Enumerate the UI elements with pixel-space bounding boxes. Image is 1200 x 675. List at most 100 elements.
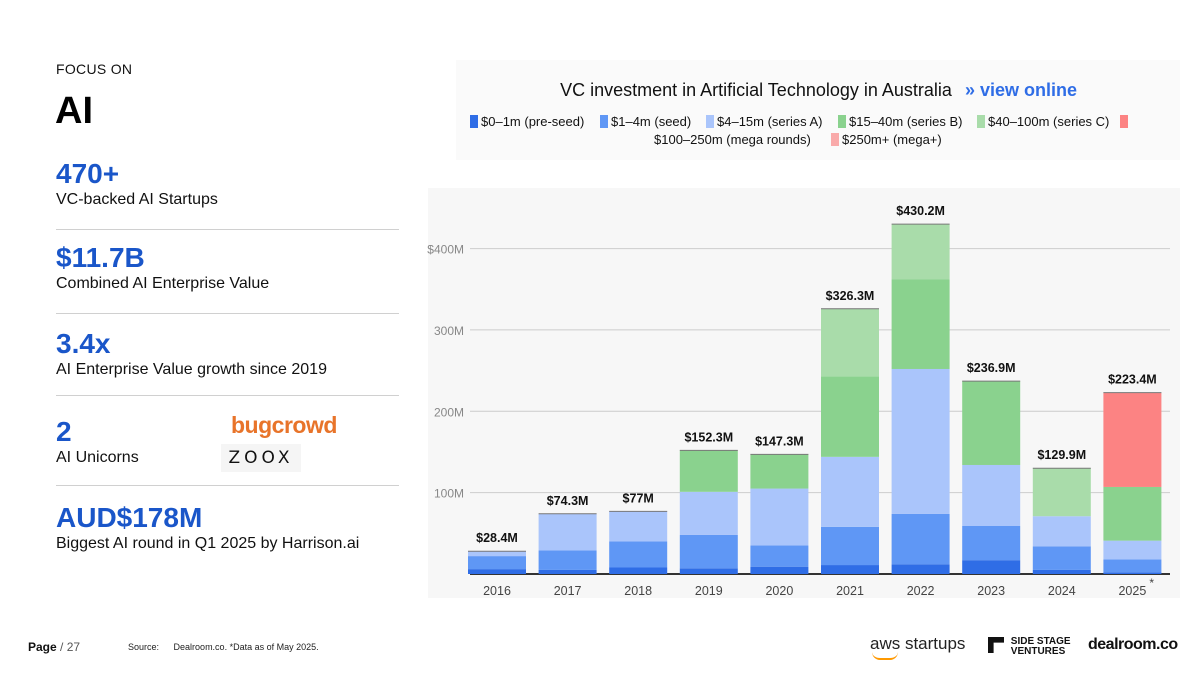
bar-segment-3 bbox=[750, 454, 809, 489]
bar-segment-2 bbox=[750, 488, 809, 546]
x-tick-2025: 2025 bbox=[1118, 584, 1146, 598]
y-tick-label: 200M bbox=[434, 405, 464, 419]
bar-segment-1 bbox=[609, 541, 668, 568]
legend-label-6: $250m+ (mega+) bbox=[842, 132, 942, 147]
total-label-2023: $236.9M bbox=[967, 361, 1016, 375]
legend-swatch-3 bbox=[838, 115, 846, 128]
bar-stack-2018 bbox=[609, 510, 668, 574]
stat-biggest-round: AUD$178M Biggest AI round in Q1 2025 by … bbox=[56, 486, 399, 566]
chart-legend: $0–1m (pre-seed) $1–4m (seed) $4–15m (seri… bbox=[470, 114, 1128, 147]
x-tick-2023: 2023 bbox=[977, 584, 1005, 598]
ssv-mark-icon bbox=[988, 637, 1004, 653]
source-text: Dealroom.co. *Data as of May 2025. bbox=[173, 642, 319, 652]
ssv-words: SIDE STAGE VENTURES bbox=[1011, 637, 1071, 657]
ssv-line-1: SIDE STAGE bbox=[1010, 636, 1071, 647]
bar-segment-1 bbox=[891, 513, 950, 565]
stat-growth: 3.4x AI Enterprise Value growth since 20… bbox=[56, 314, 399, 396]
x-tick-2021: 2021 bbox=[836, 584, 864, 598]
x-tick-2020: 2020 bbox=[765, 584, 793, 598]
chart-title: VC investment in Artificial Technology i… bbox=[560, 80, 953, 100]
legend-swatch-4 bbox=[977, 115, 985, 128]
y-tick-label: 300M bbox=[434, 324, 464, 338]
stat-unicorns: 2 AI Unicorns bugcrowd ZOOX bbox=[56, 396, 399, 486]
bar-stack-2023 bbox=[962, 380, 1021, 574]
focus-on-label: FOCUS ON bbox=[56, 61, 133, 77]
total-label-2018: $77M bbox=[623, 491, 654, 505]
stat-label: VC-backed AI Startups bbox=[56, 191, 218, 208]
legend-swatch-0 bbox=[470, 115, 478, 128]
bar-stack-2021 bbox=[821, 308, 879, 574]
bar-segment-1 bbox=[1032, 546, 1091, 570]
bar-segment-0 bbox=[1103, 572, 1162, 574]
bar-segment-2 bbox=[468, 551, 526, 557]
bar-stack-2017 bbox=[538, 513, 597, 574]
bar-stack-2024 bbox=[1032, 467, 1091, 574]
x-tick-2017: 2017 bbox=[554, 584, 582, 598]
bar-stack-2022 bbox=[891, 223, 950, 574]
bar-segment-2 bbox=[609, 511, 668, 542]
bar-segment-3 bbox=[962, 381, 1021, 465]
bar-segment-0 bbox=[891, 564, 950, 574]
x-tick-2024: 2024 bbox=[1048, 584, 1076, 598]
stat-label: Combined AI Enterprise Value bbox=[56, 275, 270, 292]
bar-segment-3 bbox=[1103, 486, 1162, 541]
x-tick-labels: 2016 2017 2018 2019 2020 2021 2022 2023 2024 2025… bbox=[483, 576, 1154, 598]
bar-segment-5 bbox=[1103, 392, 1162, 487]
stat-value: 3.4x bbox=[56, 328, 111, 359]
zoox-logo: ZOOX bbox=[221, 444, 301, 472]
bar-segment-4 bbox=[891, 224, 950, 280]
stat-enterprise-value: $11.7B Combined AI Enterprise Value bbox=[56, 230, 399, 314]
chart-header-bg bbox=[456, 60, 1180, 160]
total-label-2024: $129.9M bbox=[1037, 448, 1086, 462]
legend-swatch-1 bbox=[600, 115, 608, 128]
stat-label: AI Unicorns bbox=[56, 449, 139, 466]
gridlines: 100M 200M 300M $400M bbox=[427, 243, 1170, 575]
stat-label: Biggest AI round in Q1 2025 by Harrison.… bbox=[56, 535, 360, 552]
bar-segment-4 bbox=[1032, 468, 1091, 517]
bar-segment-2 bbox=[679, 491, 738, 535]
bar-stack-2025 bbox=[1103, 392, 1162, 574]
stat-value: AUD$178M bbox=[56, 502, 203, 533]
x-tick-2018: 2018 bbox=[624, 584, 652, 598]
total-label-2020: $147.3M bbox=[755, 434, 804, 448]
view-online-link[interactable]: » view online bbox=[965, 80, 1077, 100]
bar-stacks bbox=[468, 223, 1162, 574]
legend-label-2: $4–15m (series A) bbox=[717, 114, 823, 129]
vc-investment-chart: VC investment in Artificial Technology i… bbox=[427, 60, 1180, 598]
dealroom-logo: dealroom.co bbox=[1088, 636, 1178, 653]
legend-label-3: $15–40m (series B) bbox=[849, 114, 962, 129]
bar-stack-2020 bbox=[750, 453, 809, 574]
stat-value: $11.7B bbox=[56, 242, 145, 273]
page-number: Page / 27 bbox=[28, 640, 80, 654]
legend-label-5: $100–250m (mega rounds) bbox=[654, 132, 811, 147]
stat-value: 470+ bbox=[56, 158, 120, 189]
total-label-2016: $28.4M bbox=[476, 531, 518, 545]
bar-segment-1 bbox=[962, 525, 1021, 561]
total-label-2019: $152.3M bbox=[684, 430, 733, 444]
bar-segment-0 bbox=[679, 568, 738, 574]
aws-startups-text: aws startups bbox=[870, 634, 966, 653]
bugcrowd-logo: bugcrowd bbox=[231, 412, 337, 438]
bar-segment-0 bbox=[750, 566, 809, 574]
bar-stack-2016 bbox=[468, 550, 526, 574]
bar-segment-2 bbox=[821, 456, 879, 527]
legend-swatch-5 bbox=[1120, 115, 1128, 128]
bar-segment-0 bbox=[1032, 569, 1091, 574]
source-note: Source: Dealroom.co. *Data as of May 202… bbox=[128, 642, 319, 652]
bar-segment-1 bbox=[538, 550, 597, 570]
stats-panel: 470+ VC-backed AI Startups $11.7B Combin… bbox=[56, 156, 399, 566]
page-topic: AI bbox=[55, 90, 93, 132]
stat-value: 2 bbox=[56, 416, 72, 447]
bar-segment-1 bbox=[1103, 559, 1162, 573]
x-tick-2022: 2022 bbox=[907, 584, 935, 598]
source-label: Source: bbox=[128, 642, 160, 652]
bar-segment-3 bbox=[821, 376, 879, 457]
y-tick-label: 100M bbox=[434, 487, 464, 501]
bar-segment-1 bbox=[468, 556, 526, 570]
bar-segment-2 bbox=[1103, 540, 1162, 560]
page-total: / 27 bbox=[60, 640, 81, 654]
ssv-line-2: VENTURES bbox=[1010, 646, 1066, 657]
stat-startups: 470+ VC-backed AI Startups bbox=[56, 156, 399, 230]
x-tick-2019: 2019 bbox=[695, 584, 723, 598]
legend-label-4: $40–100m (series C) bbox=[988, 114, 1109, 129]
